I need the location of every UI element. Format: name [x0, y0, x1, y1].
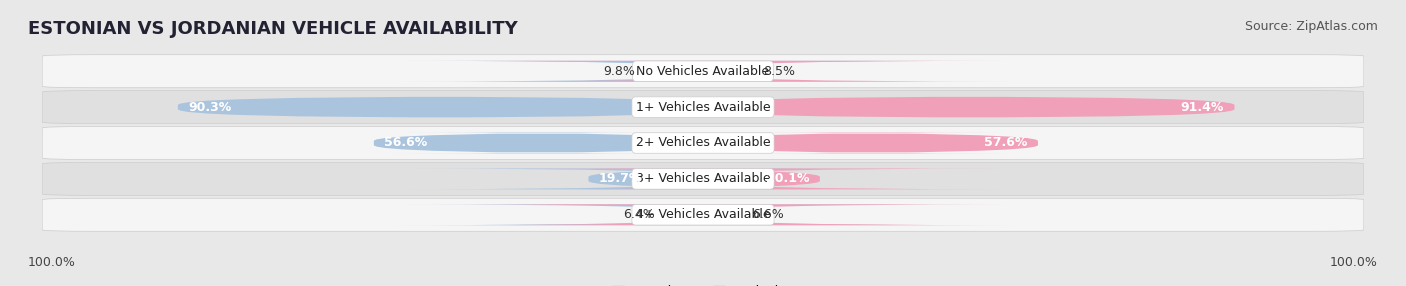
FancyBboxPatch shape — [396, 204, 973, 225]
Text: 1+ Vehicles Available: 1+ Vehicles Available — [636, 101, 770, 114]
Text: 57.6%: 57.6% — [984, 136, 1028, 150]
FancyBboxPatch shape — [42, 55, 1364, 88]
Text: ESTONIAN VS JORDANIAN VEHICLE AVAILABILITY: ESTONIAN VS JORDANIAN VEHICLE AVAILABILI… — [28, 20, 517, 38]
FancyBboxPatch shape — [42, 126, 1364, 160]
FancyBboxPatch shape — [703, 97, 1234, 118]
Text: 2+ Vehicles Available: 2+ Vehicles Available — [636, 136, 770, 150]
Text: 91.4%: 91.4% — [1181, 101, 1225, 114]
Text: 56.6%: 56.6% — [384, 136, 427, 150]
Text: 19.7%: 19.7% — [599, 172, 643, 185]
FancyBboxPatch shape — [434, 204, 1010, 225]
Text: 100.0%: 100.0% — [28, 256, 76, 269]
Text: 4+ Vehicles Available: 4+ Vehicles Available — [636, 208, 770, 221]
FancyBboxPatch shape — [446, 61, 1010, 82]
Text: 6.6%: 6.6% — [752, 208, 783, 221]
FancyBboxPatch shape — [703, 133, 1038, 153]
Text: 9.8%: 9.8% — [603, 65, 636, 78]
Text: Source: ZipAtlas.com: Source: ZipAtlas.com — [1244, 20, 1378, 33]
Text: 8.5%: 8.5% — [763, 65, 794, 78]
Text: 90.3%: 90.3% — [188, 101, 232, 114]
FancyBboxPatch shape — [42, 91, 1364, 124]
Text: 20.1%: 20.1% — [766, 172, 810, 185]
FancyBboxPatch shape — [374, 133, 703, 153]
FancyBboxPatch shape — [42, 198, 1364, 231]
FancyBboxPatch shape — [42, 162, 1364, 195]
FancyBboxPatch shape — [179, 97, 703, 118]
FancyBboxPatch shape — [396, 61, 953, 82]
FancyBboxPatch shape — [396, 168, 896, 189]
Text: 100.0%: 100.0% — [1330, 256, 1378, 269]
Text: 6.4%: 6.4% — [623, 208, 655, 221]
Text: No Vehicles Available: No Vehicles Available — [637, 65, 769, 78]
Legend: Estonian, Jordanian: Estonian, Jordanian — [612, 285, 794, 286]
Text: 3+ Vehicles Available: 3+ Vehicles Available — [636, 172, 770, 185]
FancyBboxPatch shape — [513, 168, 1010, 189]
